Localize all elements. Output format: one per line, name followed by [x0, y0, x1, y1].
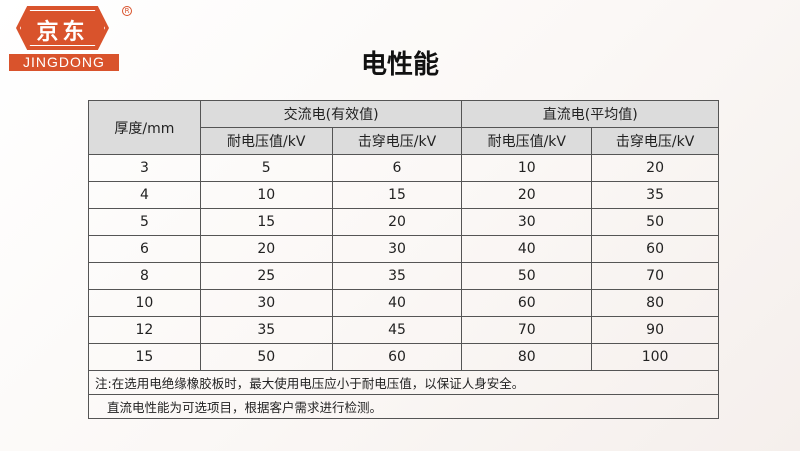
table-cell: 10 [199, 181, 333, 209]
table-cell: 5 [88, 208, 201, 236]
table-cell: 70 [461, 316, 593, 344]
header-row: 厚度/mm 交流电(有效值) 直流电(平均值) [88, 100, 719, 155]
table-cell: 50 [199, 343, 333, 371]
table-cell: 30 [199, 289, 333, 317]
table-cell: 90 [591, 316, 719, 344]
table-cell: 20 [591, 154, 719, 182]
table-cell: 20 [199, 235, 333, 263]
electrical-performance-table: 厚度/mm 交流电(有效值) 直流电(平均值) 耐电压值/kV 击穿电压/kV … [88, 100, 719, 419]
note-2: 直流电性能为可选项目，根据客户需求进行检测。 [88, 394, 719, 419]
table-row: 12 35 45 70 90 [88, 316, 719, 344]
table-cell: 10 [88, 289, 201, 317]
table-cell: 4 [88, 181, 201, 209]
logo-cn-text: 京东 [36, 20, 89, 45]
table-cell: 40 [461, 235, 593, 263]
table-cell: 60 [461, 289, 593, 317]
table-cell: 35 [199, 316, 333, 344]
table-cell: 45 [331, 316, 463, 344]
table-cell: 50 [461, 262, 593, 290]
table-row: 4 10 15 20 35 [88, 181, 719, 209]
table-cell: 50 [591, 208, 719, 236]
table-cell: 20 [331, 208, 463, 236]
logo-en-text: JINGDONG [9, 54, 119, 71]
table-cell: 60 [331, 343, 463, 371]
table-cell: 15 [199, 208, 333, 236]
table-row: 10 30 40 60 80 [88, 289, 719, 317]
table-row: 6 20 30 40 60 [88, 235, 719, 263]
header-ac-breakdown: 击穿电压/kV [331, 127, 463, 155]
table-cell: 25 [199, 262, 333, 290]
table-cell: 15 [331, 181, 463, 209]
table-cell: 30 [461, 208, 593, 236]
table-cell: 80 [461, 343, 593, 371]
header-dc-withstand: 耐电压值/kV [461, 127, 593, 155]
table-cell: 15 [88, 343, 201, 371]
table-cell: 20 [461, 181, 593, 209]
note-row: 直流电性能为可选项目，根据客户需求进行检测。 [88, 394, 719, 419]
jingdong-logo: 京东 JINGDONG R [6, 4, 132, 71]
table-cell: 35 [331, 262, 463, 290]
table-cell: 35 [591, 181, 719, 209]
table-cell: 40 [331, 289, 463, 317]
table-cell: 70 [591, 262, 719, 290]
note-row: 注:在选用电绝缘橡胶板时，最大使用电压应小于耐电压值，以保证人身安全。 [88, 370, 719, 395]
table-cell: 60 [591, 235, 719, 263]
page-title: 电性能 [360, 50, 439, 80]
registered-mark-icon: R [122, 6, 132, 16]
table-cell: 80 [591, 289, 719, 317]
table-cell: 6 [88, 235, 201, 263]
table-row: 15 50 60 80 100 [88, 343, 719, 371]
subheader-row: 耐电压值/kV 击穿电压/kV 耐电压值/kV 击穿电压/kV [89, 127, 719, 155]
table-cell: 10 [461, 154, 593, 182]
header-dc: 直流电(平均值) [461, 100, 719, 128]
table-cell: 3 [88, 154, 201, 182]
table-cell: 30 [331, 235, 463, 263]
table-row: 8 25 35 50 70 [88, 262, 719, 290]
table-cell: 100 [591, 343, 719, 371]
note-1: 注:在选用电绝缘橡胶板时，最大使用电压应小于耐电压值，以保证人身安全。 [88, 370, 719, 395]
logo-hexagon: 京东 [16, 6, 109, 50]
header-ac-withstand: 耐电压值/kV [199, 127, 333, 155]
table-cell: 12 [88, 316, 201, 344]
table-cell: 6 [331, 154, 463, 182]
header-thickness: 厚度/mm [88, 100, 201, 155]
table-cell: 8 [88, 262, 201, 290]
table-cell: 5 [199, 154, 333, 182]
header-dc-breakdown: 击穿电压/kV [591, 127, 719, 155]
table-row: 3 5 6 10 20 [88, 154, 719, 182]
header-ac: 交流电(有效值) [199, 100, 463, 128]
table-row: 5 15 20 30 50 [88, 208, 719, 236]
